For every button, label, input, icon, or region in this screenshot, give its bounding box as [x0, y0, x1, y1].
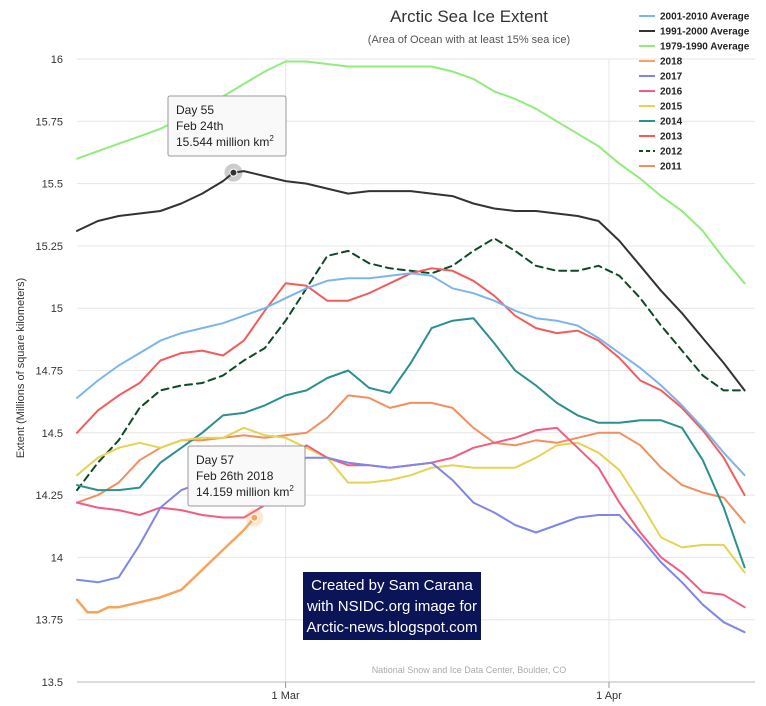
credit-line-2: with NSIDC.org image for	[306, 598, 477, 615]
y-tick-15-75: 15.75	[35, 116, 63, 128]
legend: 2001-2010 Average 1991-2000 Average 1979-1…	[639, 12, 750, 173]
legend-item-1991-2000-average: 1991-2000 Average	[660, 27, 750, 38]
y-tick-16: 16	[51, 54, 63, 66]
tooltip-2-sup: 2	[289, 484, 294, 493]
tooltip-1-date: Feb 24th	[176, 119, 223, 133]
credit-line-1: Created by Sam Carana	[311, 577, 473, 594]
hover-point-2018	[250, 513, 259, 522]
legend-item-2015: 2015	[660, 102, 683, 113]
legend-item-2018: 2018	[660, 57, 683, 68]
series-line-2001-2010-average	[76, 272, 746, 477]
chart-title: Arctic Sea Ice Extent	[390, 7, 548, 26]
y-tick-15-25: 15.25	[35, 241, 63, 253]
tooltip-2-date: Feb 26th 2018	[196, 469, 274, 483]
x-tick-1-mar: 1 Mar	[272, 690, 300, 702]
chart-subtitle: (Area of Ocean with at least 15% sea ice…	[368, 34, 570, 46]
source-text: National Snow and Ice Data Center, Bould…	[372, 665, 567, 675]
series-line-2018	[75, 516, 256, 614]
y-axis-label: Extent (Millions of square kilometers)	[15, 278, 27, 458]
tooltip-1991-2000: Day 55 Feb 24th 15.544 million km2	[167, 95, 287, 157]
tooltip-2-value: 14.159 million km2	[196, 484, 294, 499]
y-tick-13-5: 13.5	[42, 677, 63, 689]
tooltip-2-day: Day 57	[196, 453, 234, 467]
y-tick-15: 15	[51, 303, 63, 315]
legend-item-1979-1990-average: 1979-1990 Average	[660, 42, 750, 53]
tooltip-2-value-text: 14.159 million km	[196, 485, 289, 499]
legend-item-2016: 2016	[660, 87, 683, 98]
y-tick-13-75: 13.75	[35, 615, 63, 627]
series-line-2014	[76, 317, 746, 569]
hover-point-1991-2000-average	[229, 168, 238, 177]
legend-item-2001-2010-average: 2001-2010 Average	[660, 12, 750, 23]
credit-box: Created by Sam Carana with NSIDC.org ima…	[303, 572, 481, 640]
tooltip-2018: Day 57 Feb 26th 2018 14.159 million km2	[187, 445, 306, 507]
series-line-2012	[76, 237, 746, 492]
x-tick-1-apr: 1 Apr	[596, 690, 622, 702]
hover-markers	[224, 163, 264, 527]
grid-lines	[77, 58, 755, 683]
legend-item-2014: 2014	[660, 117, 683, 128]
y-tick-14-25: 14.25	[35, 490, 63, 502]
legend-item-2017: 2017	[660, 72, 683, 83]
y-tick-14-5: 14.5	[42, 428, 63, 440]
tooltip-1-day: Day 55	[176, 103, 214, 117]
legend-item-2011: 2011	[660, 162, 682, 173]
legend-item-2013: 2013	[660, 132, 683, 143]
series-line-2011	[76, 394, 746, 524]
legend-item-2012: 2012	[660, 147, 683, 158]
tooltip-1-sup: 2	[269, 134, 274, 143]
series-line-1979-1990-average	[76, 60, 746, 285]
series-line-2015	[76, 426, 746, 574]
y-tick-15-5: 15.5	[42, 179, 63, 191]
series-line-1991-2000-average	[76, 170, 746, 392]
y-tick-14-75: 14.75	[35, 366, 63, 378]
axis-ticks: 13.5 13.75 14 14.25 14.5 14.75 15 15.25 15.5 15.7…	[35, 54, 622, 702]
tooltip-1-value: 15.544 million km2	[176, 134, 274, 149]
y-tick-14: 14	[51, 552, 63, 564]
tooltip-1-value-text: 15.544 million km	[176, 135, 269, 149]
credit-line-3: Arctic-news.blogspot.com	[307, 619, 478, 636]
